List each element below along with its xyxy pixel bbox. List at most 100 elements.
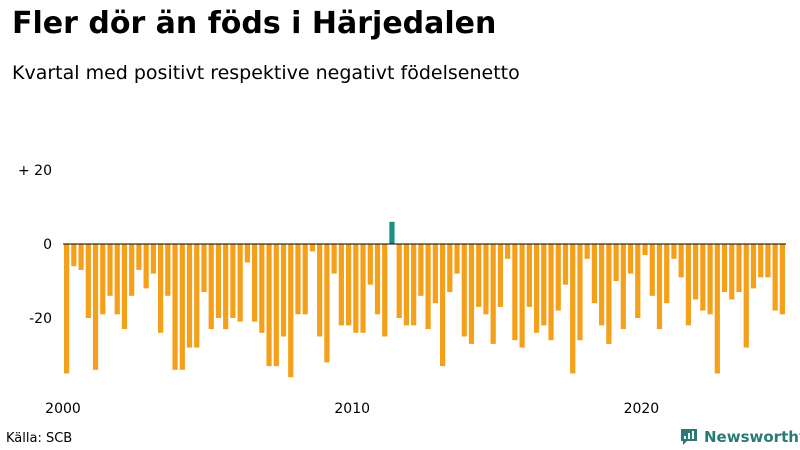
bar [555, 244, 561, 311]
bar [476, 244, 482, 307]
bar [693, 244, 699, 300]
bar [143, 244, 149, 289]
bar [461, 244, 467, 337]
bar [396, 244, 402, 318]
bar [656, 244, 663, 330]
bar [591, 244, 598, 304]
x-tick-label: 2010 [334, 401, 370, 417]
bar [302, 244, 308, 315]
bar [259, 244, 265, 333]
bar [548, 244, 554, 341]
bar [353, 244, 359, 333]
bar [439, 244, 446, 367]
bar [317, 244, 323, 337]
bar [541, 244, 547, 326]
bar [237, 244, 243, 322]
bar [374, 244, 381, 315]
bar [172, 244, 178, 370]
bar [331, 244, 337, 274]
bar [454, 244, 460, 274]
brand-logo: Newsworthy [680, 428, 800, 446]
bar [570, 244, 576, 374]
bar [418, 244, 424, 296]
bar [158, 244, 164, 333]
bar [288, 244, 294, 378]
bar [78, 244, 84, 270]
bar [92, 244, 99, 370]
bar [497, 244, 504, 307]
bar [750, 244, 757, 289]
bar [165, 244, 171, 296]
bar [584, 244, 590, 259]
bar [772, 244, 778, 311]
bar [721, 244, 728, 293]
x-axis: 2000 2010 2020 [45, 401, 659, 417]
bar [664, 244, 670, 304]
bar [367, 244, 373, 285]
bar [613, 244, 619, 281]
bar [382, 244, 388, 337]
bar [251, 244, 258, 322]
y-tick-label: 0 [43, 237, 52, 253]
bar [223, 244, 229, 330]
bar [714, 244, 720, 374]
bar [295, 244, 301, 315]
bar [577, 244, 583, 341]
bar [432, 244, 438, 304]
y-axis: + 20 0 -20 [18, 163, 52, 327]
bar [685, 244, 691, 326]
chart-subtitle: Kvartal med positivt respektive negativt… [12, 62, 520, 84]
bar [562, 244, 569, 285]
bar [533, 244, 540, 333]
bar [136, 244, 142, 270]
x-tick-label: 2020 [624, 401, 660, 417]
bar [389, 221, 395, 244]
bar [85, 244, 91, 318]
bar [215, 244, 222, 318]
bar [201, 244, 207, 293]
chart-title: Fler dör än föds i Härjedalen [12, 6, 497, 41]
bar [627, 244, 634, 274]
bar [107, 244, 113, 296]
bar [765, 244, 771, 278]
bar [707, 244, 713, 315]
bar [635, 244, 641, 318]
bar [150, 244, 156, 274]
bar [678, 244, 684, 278]
bar [186, 244, 193, 348]
bars-group [64, 221, 785, 378]
bar [230, 244, 236, 318]
bar [447, 244, 453, 293]
bar [338, 244, 344, 326]
bar [266, 244, 272, 367]
bar [729, 244, 735, 300]
bar [700, 244, 706, 311]
bar [360, 244, 366, 333]
bar [519, 244, 525, 348]
bar [244, 244, 250, 263]
bar [179, 244, 185, 370]
bar [208, 244, 214, 330]
bar [71, 244, 77, 267]
bar [425, 244, 431, 330]
bar [620, 244, 626, 330]
bar [345, 244, 352, 326]
bar [114, 244, 120, 315]
bar [194, 244, 200, 348]
bar [512, 244, 518, 341]
bar [526, 244, 532, 307]
bar [606, 244, 612, 344]
bar [779, 244, 785, 315]
bar [121, 244, 128, 330]
bar [273, 244, 279, 367]
brand-name: Newsworthy [704, 428, 800, 446]
bar [324, 244, 330, 363]
bar [743, 244, 749, 348]
bar [468, 244, 475, 344]
y-tick-label: -20 [29, 311, 52, 327]
bar [411, 244, 417, 326]
bar [671, 244, 677, 259]
bar [490, 244, 496, 344]
bar [129, 244, 135, 296]
